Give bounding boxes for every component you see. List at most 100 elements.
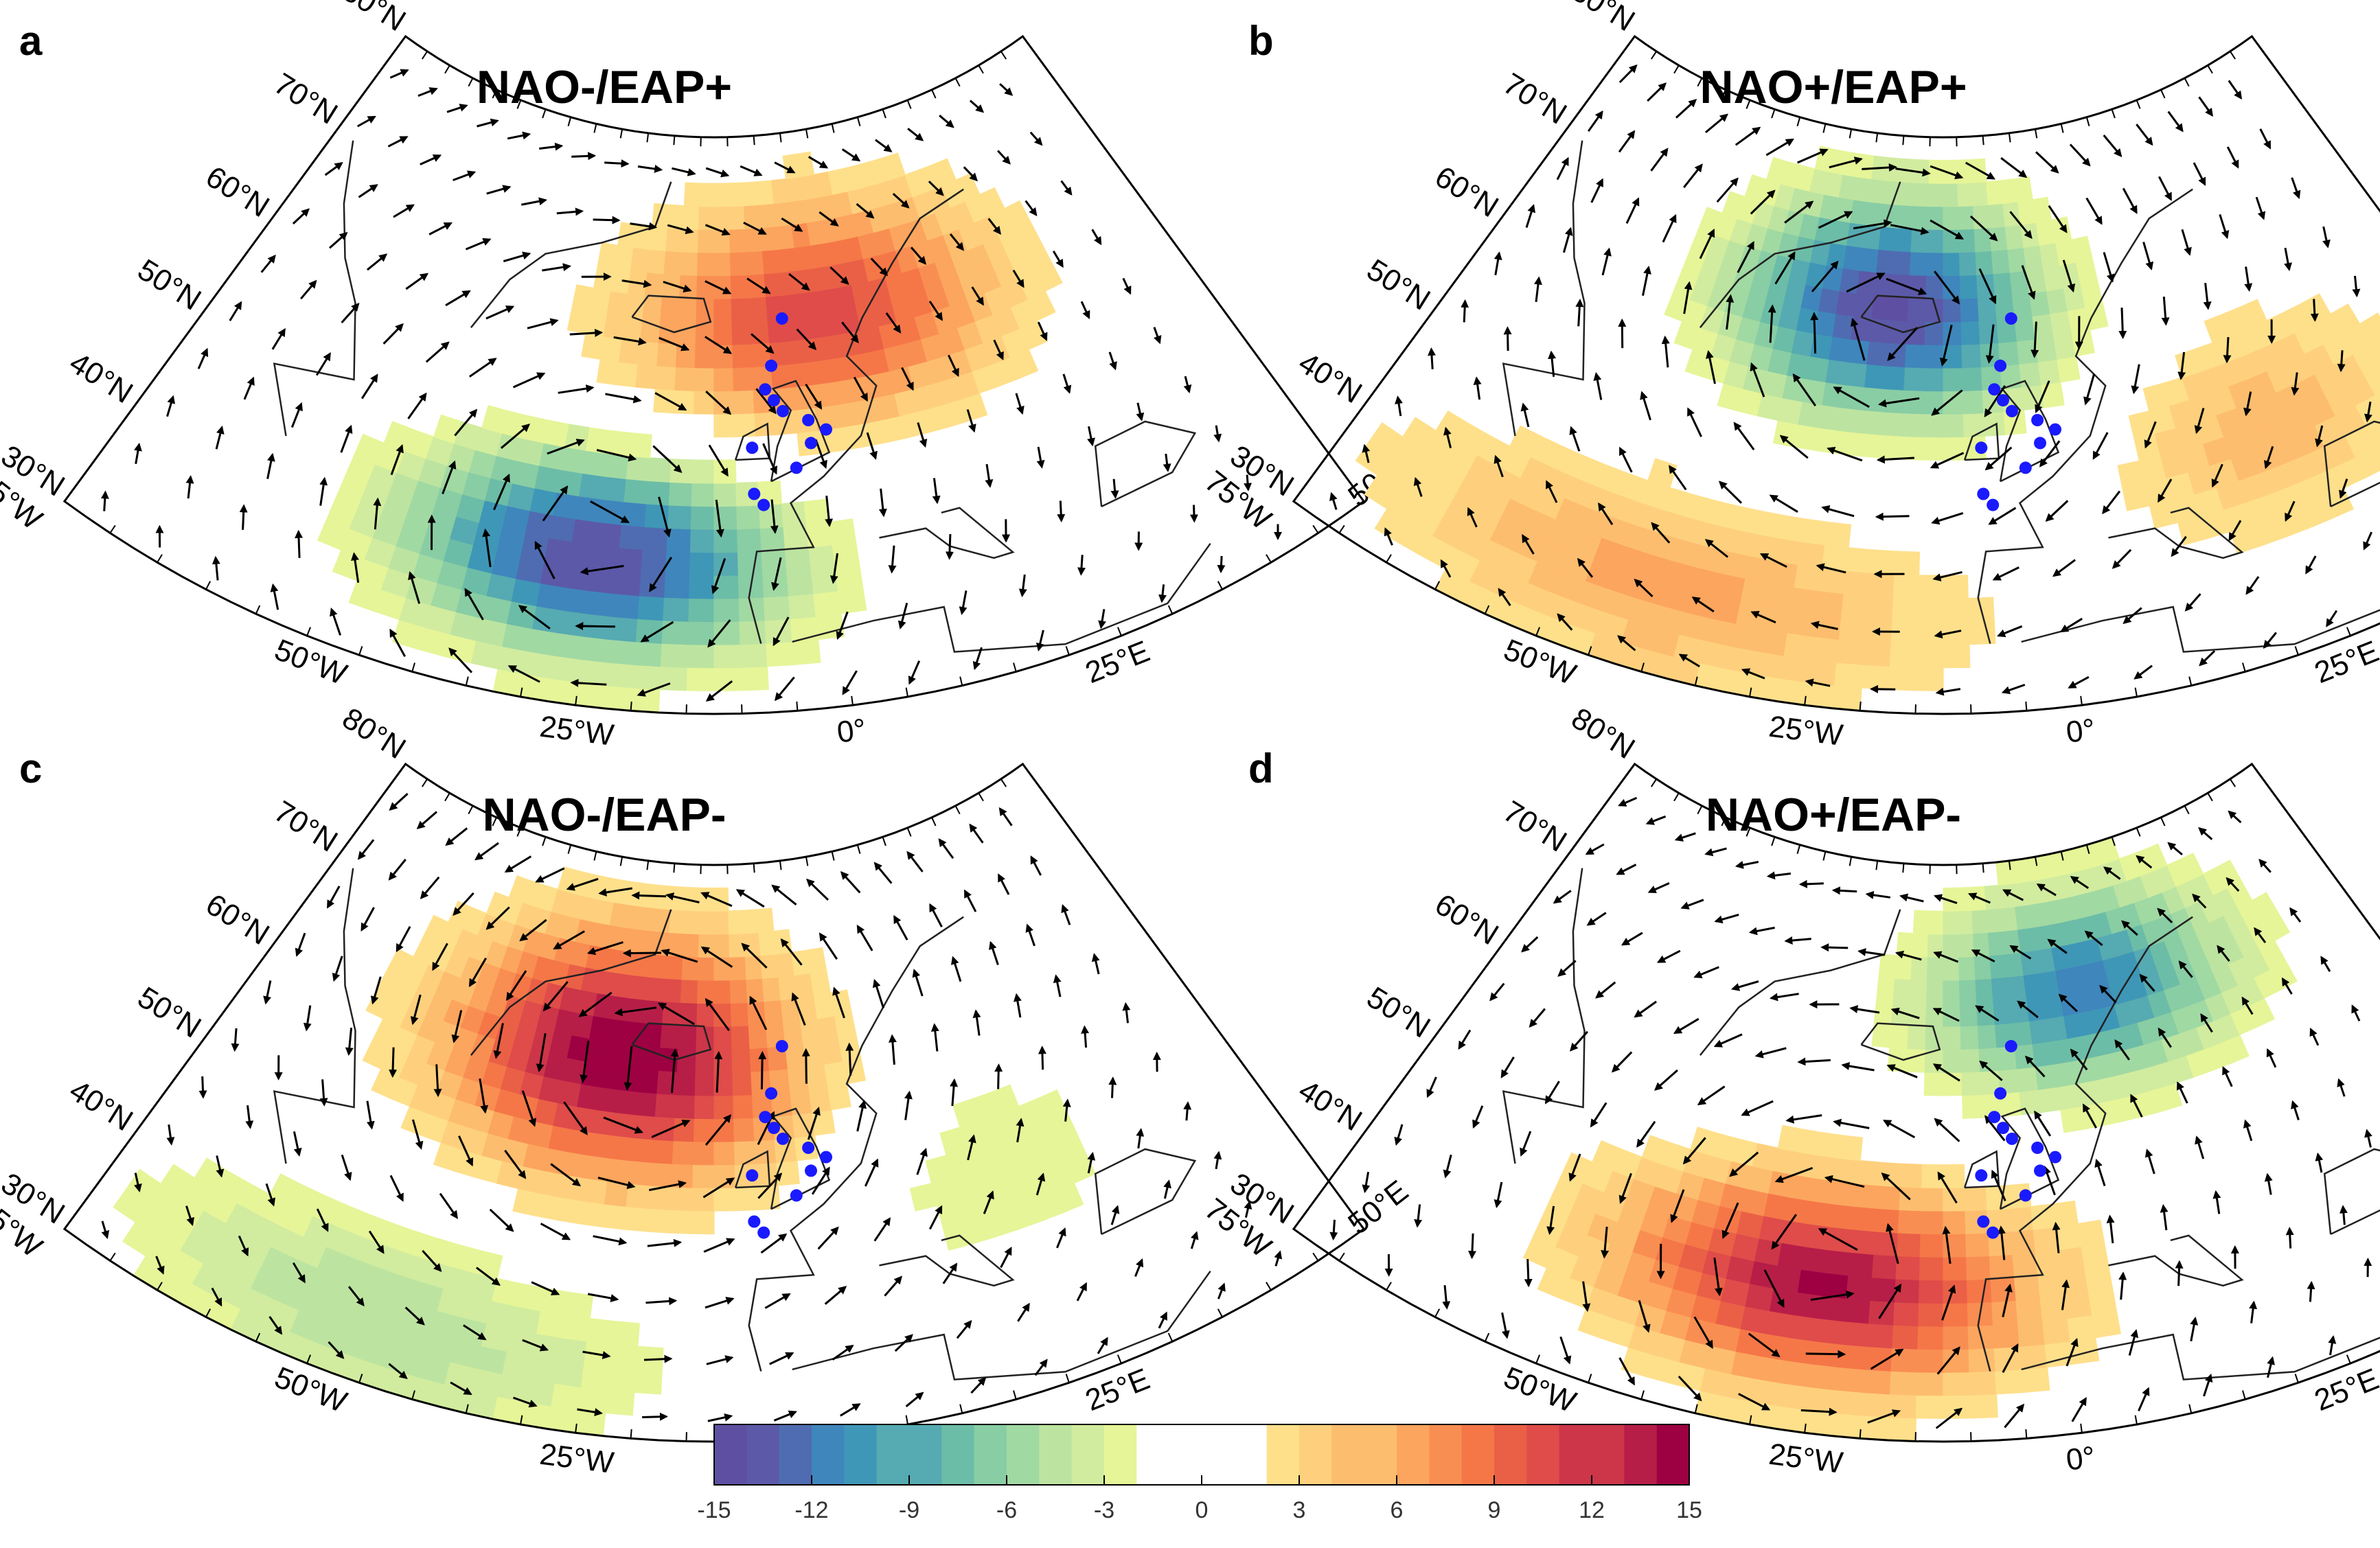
field-cell <box>827 1083 851 1111</box>
wind-arrow <box>1586 912 1607 926</box>
field-cell <box>1895 1255 1921 1280</box>
field-cell <box>834 564 864 592</box>
field-cell <box>1906 320 1926 345</box>
colorbar-swatch <box>1007 1424 1040 1485</box>
wind-arrow <box>1553 890 1572 904</box>
field-cell <box>1943 1048 1963 1074</box>
field-cell <box>1836 638 1866 666</box>
field-cell <box>1922 390 1944 415</box>
field-cell <box>529 487 558 516</box>
field-cell <box>1943 1256 1968 1281</box>
field-cell <box>731 1048 752 1073</box>
wind-arrow <box>1440 559 1452 578</box>
coastline <box>1860 294 1941 334</box>
wind-arrow <box>2245 576 2260 595</box>
wind-arrow <box>2118 1271 2127 1300</box>
frame-tick <box>492 89 497 99</box>
lon-label: 25°E <box>2310 1362 2380 1418</box>
field-cell <box>691 1187 715 1212</box>
wind-arrow <box>707 1413 733 1422</box>
field-cell <box>630 974 650 1001</box>
station-marker <box>746 441 759 454</box>
station-marker <box>2049 423 2061 436</box>
field-cell <box>2375 382 2380 416</box>
wind-arrow <box>1870 684 1896 693</box>
wind-arrow <box>2138 1387 2150 1411</box>
field-cell <box>733 366 754 391</box>
wind-arrow <box>771 557 782 591</box>
field-cell <box>1918 1279 1944 1304</box>
field-cell <box>665 551 691 576</box>
wind-arrow <box>1785 1114 1822 1124</box>
frame-tick <box>520 687 523 697</box>
field-cell <box>642 526 669 552</box>
field-cell <box>634 1369 663 1395</box>
field-cell <box>803 498 830 526</box>
wind-arrow <box>1546 480 1558 503</box>
wind-arrow <box>1472 1105 1484 1129</box>
lat-label: 60°N <box>1429 888 1504 952</box>
wind-arrow <box>2228 80 2243 100</box>
panel-title: NAO+/EAP- <box>1706 789 1961 841</box>
field-cell <box>595 521 623 548</box>
wind-arrow <box>300 279 317 300</box>
wind-arrow <box>1625 197 1640 224</box>
field-cell <box>1887 1416 1916 1442</box>
frame-ticks <box>64 36 1364 714</box>
wind-arrow <box>1037 321 1048 341</box>
field-cell <box>792 638 821 666</box>
field-cell <box>1991 249 2011 275</box>
lat-label: 40°N <box>64 346 139 411</box>
wind-arrow <box>326 886 341 909</box>
field-cell <box>1797 1269 1826 1296</box>
colorbar-tick-label: 9 <box>1488 1497 1501 1523</box>
wind-arrow <box>932 478 941 505</box>
field-cell <box>1889 1370 1918 1396</box>
coastline <box>734 422 771 461</box>
field-cell <box>1903 366 1925 391</box>
frame-tick <box>2136 100 2141 109</box>
field-cell <box>742 181 759 207</box>
frame-tick <box>931 89 937 99</box>
field-cell <box>615 361 639 388</box>
wind-arrow <box>1098 609 1106 629</box>
field-cell <box>1926 229 1944 253</box>
wind-arrow <box>1932 570 1963 581</box>
field-cell <box>2030 1203 2057 1230</box>
field-cell <box>637 340 660 367</box>
wind-arrow <box>420 876 440 900</box>
wind-arrow <box>604 159 630 168</box>
field-cell <box>534 1192 562 1221</box>
wind-arrow <box>1833 1118 1870 1129</box>
field-cell <box>589 1132 614 1159</box>
station-marker <box>2034 1164 2046 1177</box>
field-cell <box>577 1083 601 1111</box>
wind-arrow <box>1704 539 1729 558</box>
wind-arrow <box>703 1238 735 1253</box>
field-cell <box>525 510 554 539</box>
wind-arrow <box>972 647 983 671</box>
field-cell <box>1915 1394 1944 1420</box>
field-cell <box>2052 1200 2079 1227</box>
frame-tick <box>2207 65 2213 74</box>
wind-arrow <box>1498 588 1511 606</box>
frame-tick <box>805 128 809 139</box>
field-cell <box>564 564 594 592</box>
field-cell <box>560 1174 587 1202</box>
field-cell <box>1866 1323 1895 1349</box>
station-marker <box>1987 498 2000 511</box>
field-cell <box>536 582 567 611</box>
frame-tick <box>2346 1354 2351 1364</box>
colorbar-swatch <box>1429 1424 1463 1485</box>
wind-arrow <box>2305 555 2317 575</box>
station-marker <box>2019 1189 2032 1202</box>
field-cell <box>561 1314 591 1342</box>
lat-label: 60°N <box>200 888 275 952</box>
field-cell <box>1958 979 1978 1004</box>
field-cell <box>1865 201 1884 227</box>
field-cell <box>619 524 645 551</box>
field-cell <box>679 274 698 299</box>
field-cell <box>688 597 715 623</box>
field-cell <box>2009 270 2030 296</box>
wind-arrow <box>575 622 615 631</box>
